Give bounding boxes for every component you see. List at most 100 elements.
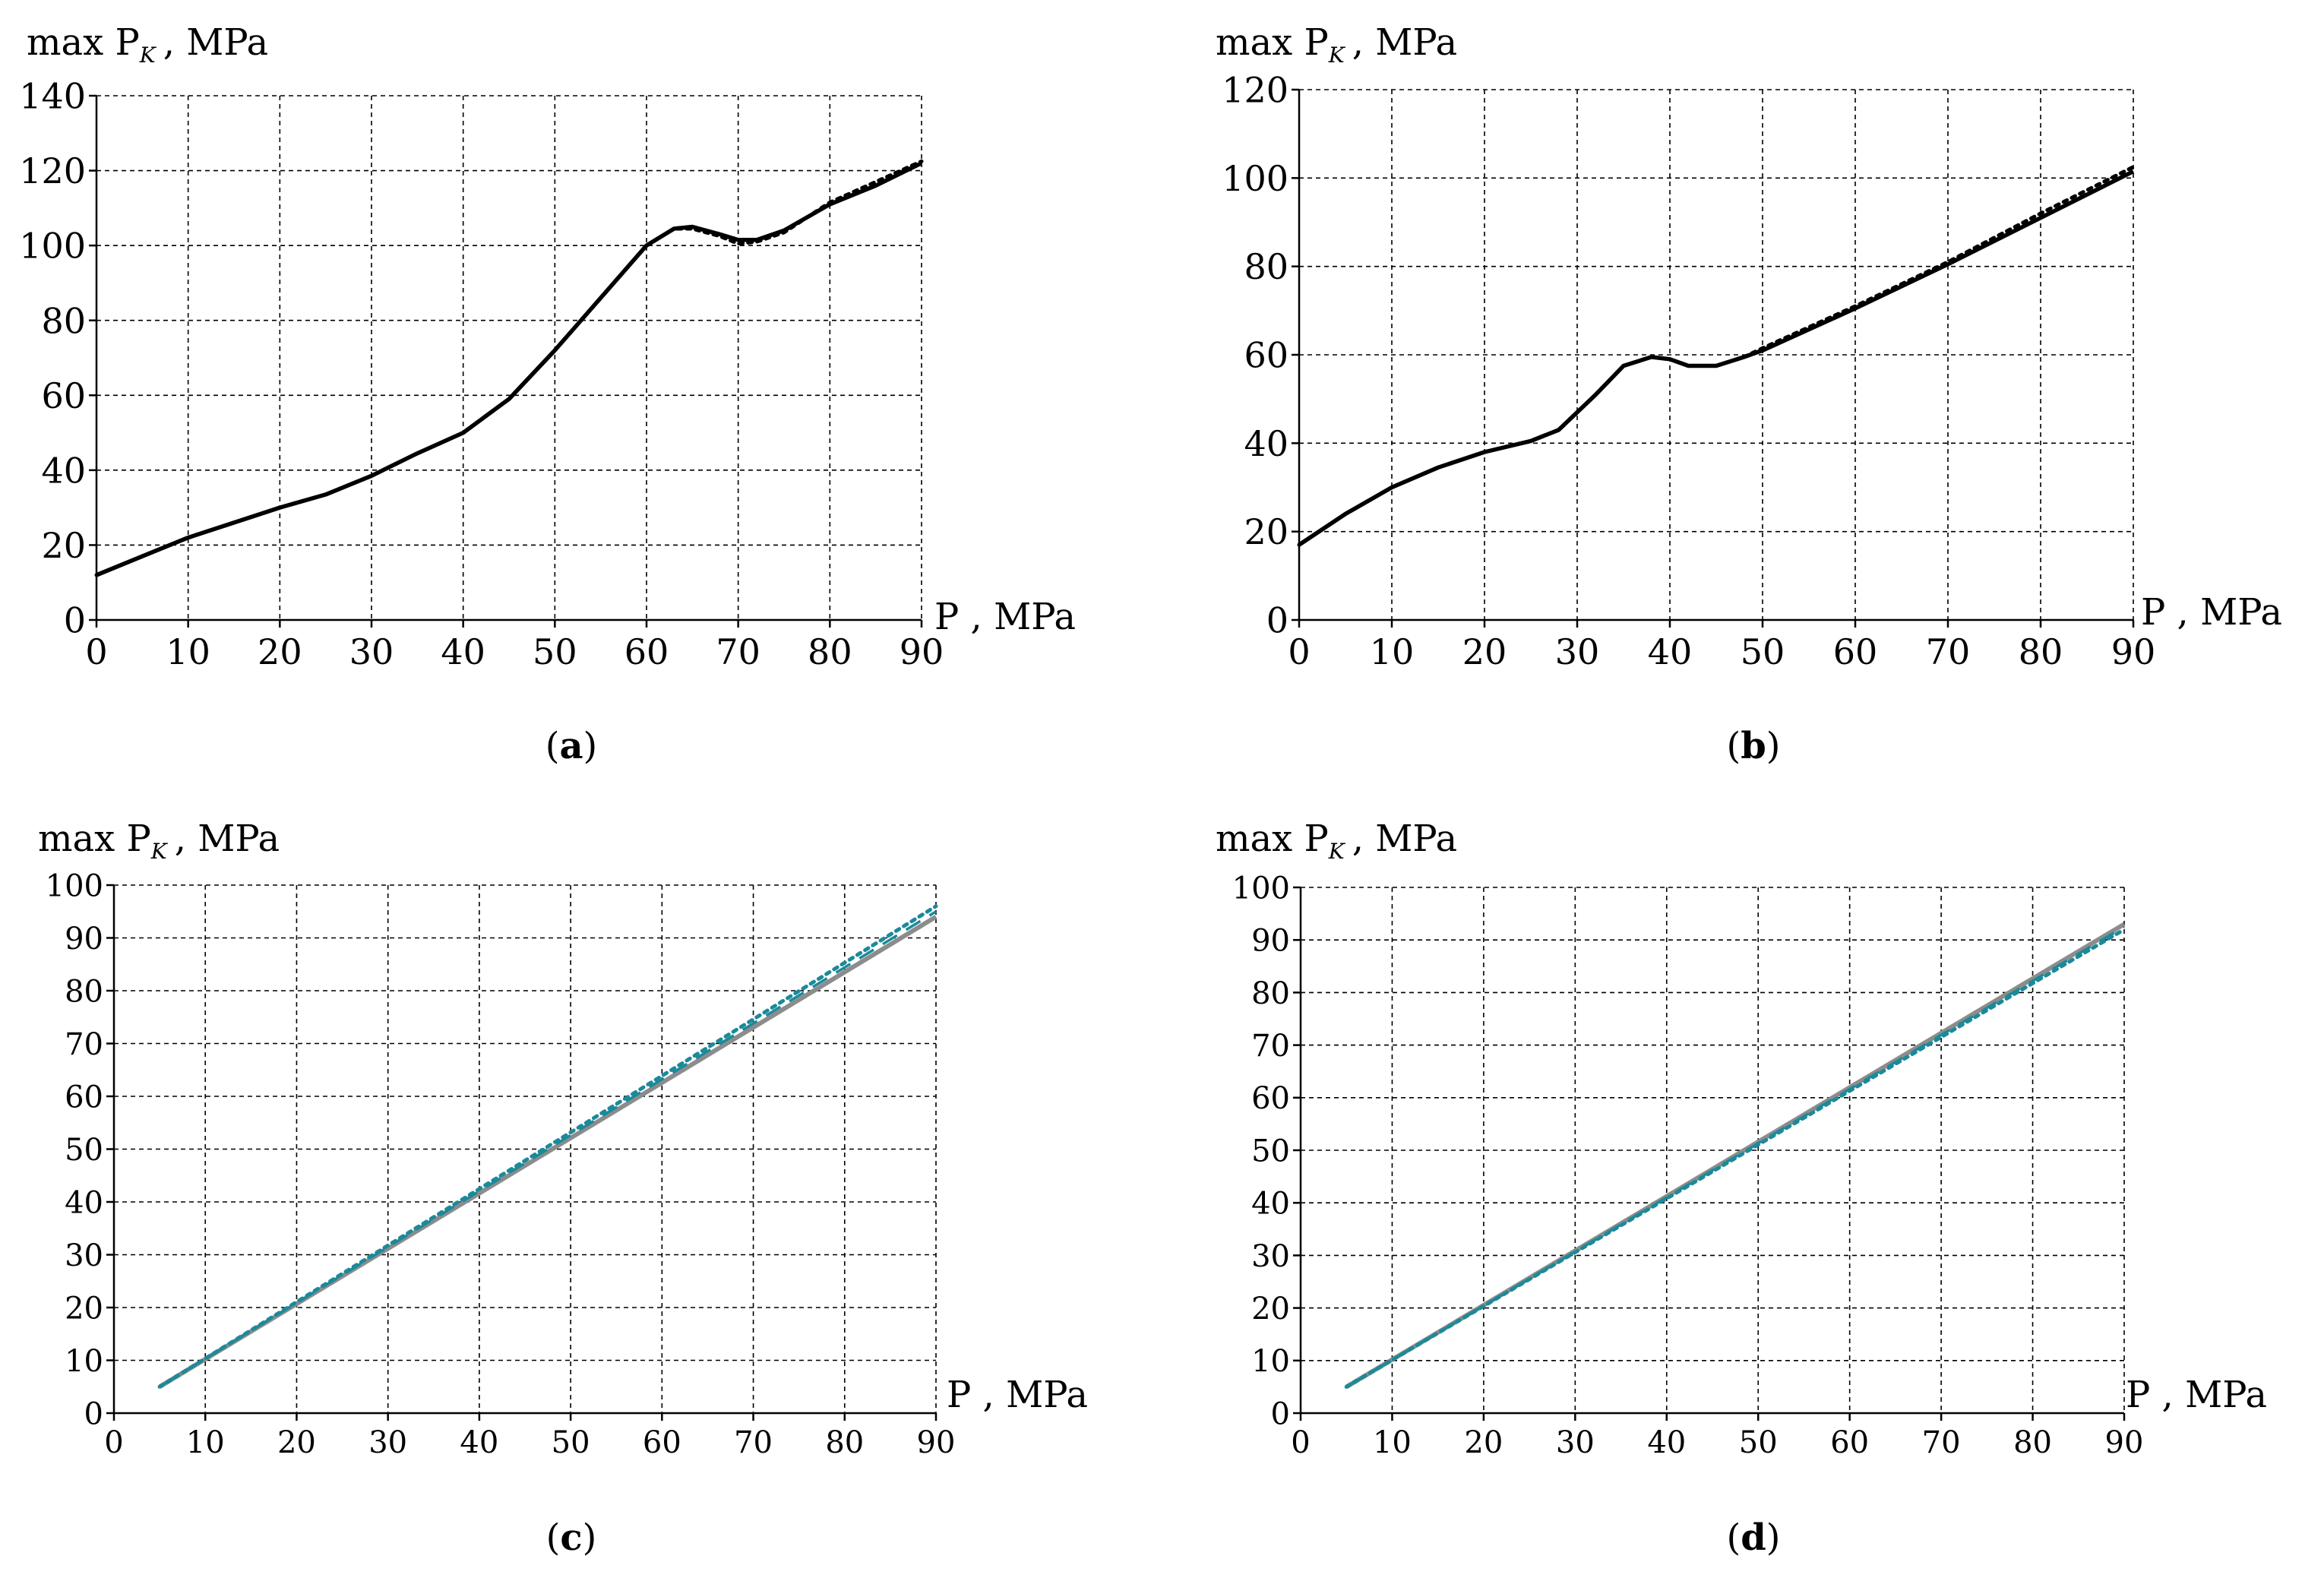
y-axis-label-unit: , MPa [175, 817, 280, 860]
series-group [1344, 922, 2126, 1389]
x-tick-label: 30 [1556, 1425, 1595, 1460]
x-tick-label: 20 [258, 631, 302, 672]
y-tick-label: 100 [46, 868, 103, 903]
y-tick-label: 70 [1251, 1029, 1290, 1064]
x-tick-label: 70 [734, 1425, 773, 1460]
series-group [1297, 165, 2136, 547]
y-axis-label-sub: K [150, 839, 169, 864]
y-tick-label: 10 [1251, 1344, 1290, 1379]
y-tick-label: 100 [1232, 871, 1290, 906]
y-tick-label: 20 [41, 525, 86, 566]
y-axis-label-main: max P [38, 817, 151, 860]
y-tick-label: 100 [19, 226, 86, 267]
y-tick-label: 90 [65, 922, 103, 957]
x-tick-label: 80 [808, 631, 852, 672]
y-tick-label: 80 [65, 974, 103, 1009]
y-axis-label-unit: , MPa [163, 21, 268, 64]
x-tick-label: 90 [900, 631, 944, 672]
x-tick-label: 80 [2019, 631, 2063, 672]
x-tick-label: 50 [533, 631, 577, 672]
y-tick-label: 80 [1244, 246, 1288, 287]
series-line-solid [95, 161, 923, 577]
y-tick-label: 70 [65, 1027, 103, 1062]
y-tick-label: 10 [65, 1344, 103, 1379]
series-line-solid [1298, 169, 2135, 547]
y-axis-label-sub: K [1328, 43, 1346, 68]
x-tick-label: 40 [1647, 1425, 1686, 1460]
x-tick-label: 60 [1830, 1425, 1869, 1460]
y-axis-label: max PK, MPa [38, 817, 280, 864]
panel-b: max PK, MPa 0 20 40 60 80 100 120 0 10 20 30 40 50 6… [1216, 21, 2282, 767]
panel-d: max PK, MPa 0 10 20 30 40 50 60 70 80 90 100 0 10 20… [1216, 817, 2267, 1559]
y-axis-label-sub: K [1328, 839, 1346, 864]
y-tick-label: 140 [19, 76, 86, 117]
y-tick-label: 60 [41, 375, 86, 416]
y-tick-label: 40 [1251, 1187, 1290, 1222]
y-axis-label-main: max P [27, 21, 140, 64]
series-line-teal-dotted [1344, 927, 2126, 1389]
panel-label: (a) [545, 725, 598, 767]
series-line-dotted [94, 159, 924, 577]
y-axis-label: max PK, MPa [1216, 21, 1457, 68]
x-tick-labels: 0 10 20 30 40 50 60 70 80 90 [1291, 1425, 2143, 1460]
y-tick-label: 40 [65, 1185, 103, 1220]
x-tick-label: 20 [1462, 631, 1507, 672]
x-tick-label: 0 [1288, 631, 1310, 672]
x-tick-label: 90 [917, 1425, 956, 1460]
x-tick-label: 40 [1648, 631, 1693, 672]
y-tick-label: 30 [1251, 1239, 1290, 1274]
grid [1292, 88, 2135, 628]
x-tick-label: 30 [368, 1425, 407, 1460]
y-tick-label: 50 [1251, 1134, 1290, 1168]
y-tick-label: 0 [1271, 1396, 1290, 1431]
grid [89, 94, 923, 628]
x-tick-label: 10 [166, 631, 210, 672]
x-tick-label: 60 [643, 1425, 681, 1460]
y-tick-label: 80 [41, 300, 86, 341]
y-tick-labels: 0 20 40 60 80 100 120 [1222, 70, 1288, 641]
grid [106, 884, 938, 1421]
x-tick-label: 70 [716, 631, 760, 672]
y-tick-label: 20 [1251, 1292, 1290, 1327]
x-tick-label: 20 [277, 1425, 316, 1460]
x-tick-label: 10 [1370, 631, 1415, 672]
x-tick-label: 80 [825, 1425, 864, 1460]
series-group [157, 904, 938, 1389]
series-line-teal-dotted [157, 904, 938, 1389]
y-tick-label: 0 [1266, 600, 1288, 641]
panel-label: (d) [1726, 1516, 1780, 1559]
y-tick-label: 90 [1251, 924, 1290, 959]
y-axis-label-sub: K [139, 43, 157, 68]
y-tick-label: 20 [65, 1291, 103, 1326]
y-tick-label: 120 [19, 150, 86, 191]
panel-label: (b) [1726, 725, 1780, 767]
x-axis-label: P , MPa [934, 596, 1076, 638]
panel-label: (c) [546, 1516, 597, 1559]
y-axis-label-main: max P [1216, 21, 1329, 64]
x-tick-label: 50 [1741, 631, 1785, 672]
grid [1293, 886, 2126, 1421]
y-axis-label: max PK, MPa [1216, 817, 1457, 864]
y-tick-label: 50 [65, 1133, 103, 1168]
y-axis-label-unit: , MPa [1352, 817, 1457, 860]
x-tick-label: 90 [2105, 1425, 2144, 1460]
panel-label-letter: b [1741, 725, 1766, 767]
x-tick-label: 10 [1373, 1425, 1412, 1460]
panel-label-letter: a [559, 725, 583, 767]
panel-c: max PK, MPa 0 10 20 30 40 50 60 70 80 90 100 0 10 20… [38, 817, 1088, 1559]
series-line-dotted [1297, 165, 2136, 547]
y-tick-label: 40 [41, 450, 86, 491]
y-tick-label: 100 [1222, 158, 1288, 199]
x-tick-label: 40 [441, 631, 485, 672]
x-axis-label: P , MPa [947, 1374, 1088, 1416]
y-tick-labels: 0 10 20 30 40 50 60 70 80 90 100 [46, 868, 103, 1431]
x-tick-label: 0 [1291, 1425, 1310, 1460]
x-tick-label: 0 [104, 1425, 123, 1460]
x-axis-label: P , MPa [2141, 591, 2282, 634]
x-tick-labels: 0 10 20 30 40 50 60 70 80 90 [1288, 631, 2155, 672]
y-axis-label-main: max P [1216, 817, 1329, 860]
y-tick-label: 80 [1251, 976, 1290, 1011]
y-axis-label-unit: , MPa [1352, 21, 1457, 64]
panel-label-letter: d [1741, 1516, 1766, 1559]
